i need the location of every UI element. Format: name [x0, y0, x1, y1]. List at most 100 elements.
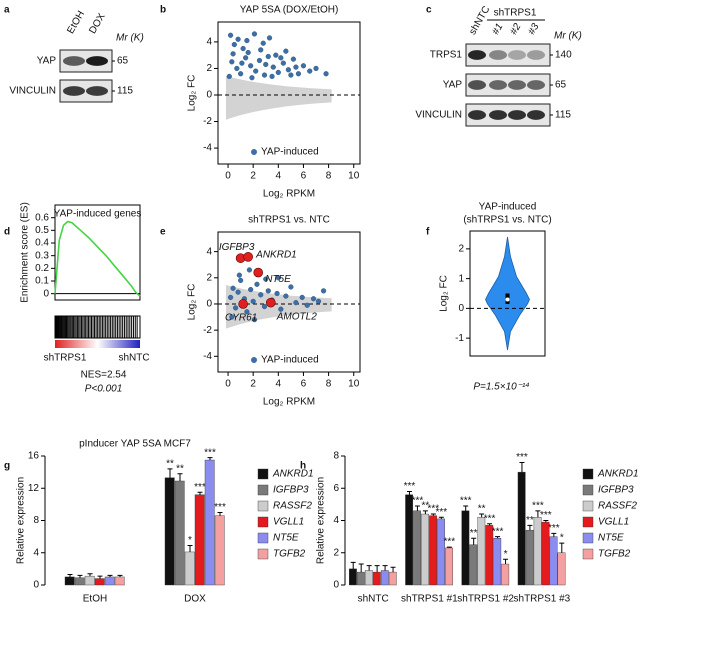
legend-swatch [582, 500, 594, 512]
error-bar [87, 573, 93, 577]
significance: *** [435, 507, 447, 518]
point [261, 72, 268, 78]
y-axis-label: Log₂ FC [439, 275, 450, 312]
x-tick-label: 10 [348, 379, 360, 390]
point [254, 281, 260, 287]
bar [517, 471, 526, 586]
y-axis-label: Log₂ FC [187, 284, 198, 321]
error-bar [463, 505, 469, 511]
highlight-label: ANKRD1 [255, 250, 297, 261]
error-bar [366, 565, 372, 571]
legend-swatch [582, 484, 594, 496]
lane-label: #3 [526, 21, 541, 37]
legend-label: IGFBP3 [273, 485, 309, 496]
error-bar [438, 516, 444, 519]
blot-band [468, 80, 486, 90]
right-label: shNTC [118, 353, 149, 364]
blot-band [527, 50, 545, 60]
error-bar [527, 524, 533, 531]
x-tick-label: 0 [225, 171, 231, 182]
error-bar [422, 510, 428, 515]
point [238, 277, 244, 284]
y-axis-label: Enrichment score (ES) [20, 202, 31, 303]
y-tick-label: 0 [206, 299, 212, 310]
y-tick-label: 0.4 [35, 238, 49, 249]
y-tick-label: 12 [28, 483, 40, 494]
error-bar [471, 537, 477, 545]
point [240, 45, 246, 52]
lane-label: EtOH [65, 9, 87, 36]
row-label: YAP [37, 56, 57, 67]
y-tick-label: 4 [206, 37, 212, 48]
legend-label: TGFB2 [273, 549, 306, 560]
error-bar [177, 473, 183, 481]
error-bar [519, 461, 525, 473]
point [270, 64, 276, 70]
p-label: P<0.001 [85, 384, 123, 395]
point [251, 31, 258, 37]
error-bar [187, 544, 193, 552]
point [235, 36, 241, 42]
y-tick-label: 2 [458, 243, 464, 254]
plot-frame [469, 230, 546, 357]
y-tick-label: 0.3 [35, 250, 49, 261]
legend-label: IGFBP3 [598, 485, 634, 496]
error-bar [479, 513, 485, 518]
point [248, 286, 254, 293]
bar [356, 571, 365, 586]
point [275, 69, 281, 76]
y-tick-label: 0 [43, 288, 49, 299]
legend-swatch [582, 468, 594, 480]
panel-label: d [4, 227, 10, 238]
point [290, 56, 296, 62]
bar [372, 571, 381, 586]
legend-label: YAP-induced [261, 355, 319, 366]
significance: ** [166, 459, 174, 470]
significance: * [560, 533, 564, 544]
point [304, 302, 310, 308]
error-bar [535, 510, 541, 518]
legend-swatch [257, 548, 269, 560]
point [238, 71, 244, 77]
y-tick-label: 6 [333, 483, 339, 494]
legend-label: NT5E [598, 533, 624, 544]
bar [445, 547, 453, 586]
error-bar [430, 513, 436, 516]
y-tick-label: 0 [33, 580, 39, 591]
error-bar [559, 542, 565, 553]
blot-band [489, 50, 507, 60]
x-tick-label: DOX [184, 594, 206, 605]
point [244, 37, 250, 44]
x-tick-label: 10 [348, 171, 360, 182]
significance: *** [214, 502, 226, 513]
legend-swatch [257, 516, 269, 528]
x-axis-label: Log₂ RPKM [263, 397, 315, 408]
error-bar [374, 565, 380, 573]
chart-title: shTRPS1 vs. NTC [248, 215, 330, 226]
significance: * [504, 549, 508, 560]
x-tick-label: shNTC [358, 594, 389, 605]
point [235, 289, 241, 295]
legend-label: VGLL1 [598, 517, 629, 528]
bar [501, 563, 510, 586]
lane-label: #2 [508, 21, 523, 37]
lane-label: DOX [87, 11, 108, 36]
error-bar [543, 520, 549, 523]
error-bar [117, 574, 123, 577]
bar [164, 477, 175, 586]
point [230, 51, 236, 57]
bar [64, 576, 75, 586]
bar [349, 568, 357, 586]
bar [174, 480, 185, 586]
legend-marker [251, 149, 257, 155]
y-tick-label: 2 [333, 547, 339, 558]
x-tick-label: 0 [225, 379, 231, 390]
point [229, 314, 235, 320]
plot-frame [217, 21, 361, 165]
point [244, 309, 250, 315]
x-tick-label: 4 [276, 379, 282, 390]
error-bar [495, 536, 501, 539]
y-tick-label: -4 [203, 351, 212, 362]
point [239, 60, 245, 66]
mw-label: 65 [555, 80, 567, 91]
